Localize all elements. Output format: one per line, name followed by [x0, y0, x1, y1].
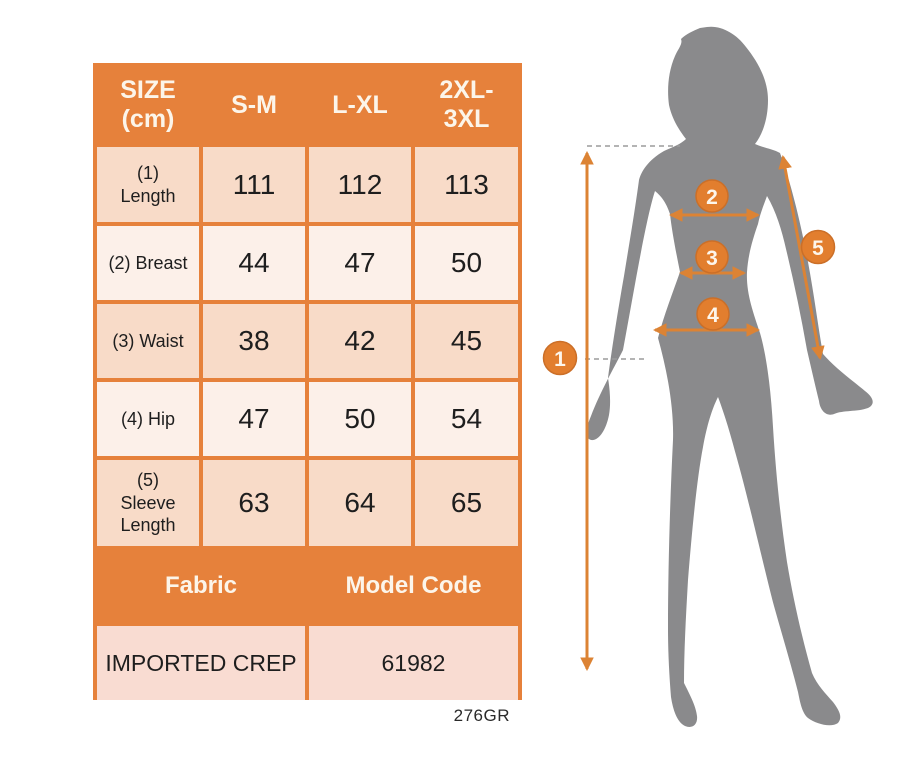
model-code-value: 61982 [309, 626, 518, 700]
value-waist-sm: 38 [203, 304, 305, 378]
value-waist-2xl3xl: 45 [415, 304, 518, 378]
value-hip-sm: 47 [203, 382, 305, 456]
value-length-sm: 111 [203, 147, 305, 222]
header-cell-size: SIZE (cm) [97, 67, 199, 143]
svg-text:2: 2 [706, 186, 718, 209]
value-waist-lxl: 42 [309, 304, 411, 378]
badge-3: 3 [695, 240, 729, 274]
row-label-length: (1) Length [97, 147, 199, 222]
value-length-lxl: 112 [309, 147, 411, 222]
value-sleeve-lxl: 64 [309, 460, 411, 546]
header-cell-2xl3xl: 2XL- 3XL [415, 67, 518, 143]
sleeve-arrow [778, 154, 825, 361]
badge-1: 1 [542, 340, 578, 376]
row-label-breast: (2) Breast [97, 226, 199, 300]
value-breast-sm: 44 [203, 226, 305, 300]
value-breast-lxl: 47 [309, 226, 411, 300]
badge-4: 4 [696, 297, 730, 331]
weight-note: 276GR [453, 706, 510, 725]
row-label-sleeve: (5) Sleeve Length [97, 460, 199, 546]
measurement-figure: 1 2 3 4 5 [542, 26, 873, 727]
header-cell-lxl: L-XL [309, 67, 411, 143]
value-sleeve-2xl3xl: 65 [415, 460, 518, 546]
value-breast-2xl3xl: 50 [415, 226, 518, 300]
model-code-header: Model Code [309, 550, 518, 622]
value-hip-2xl3xl: 54 [415, 382, 518, 456]
svg-text:3: 3 [706, 247, 718, 270]
size-table: SIZE (cm) S-M L-XL 2XL- 3XL (1) Length 1… [93, 63, 522, 700]
value-length-2xl3xl: 113 [415, 147, 518, 222]
value-hip-lxl: 50 [309, 382, 411, 456]
fabric-header: Fabric [97, 550, 305, 622]
svg-text:1: 1 [554, 348, 566, 371]
body-silhouette [586, 26, 873, 727]
badge-2: 2 [695, 179, 729, 213]
value-sleeve-sm: 63 [203, 460, 305, 546]
row-label-waist: (3) Waist [97, 304, 199, 378]
badge-5: 5 [800, 229, 836, 265]
fabric-value: IMPORTED CREP [97, 626, 305, 700]
svg-text:5: 5 [812, 237, 824, 260]
row-label-hip: (4) Hip [97, 382, 199, 456]
svg-text:4: 4 [707, 304, 719, 327]
header-cell-sm: S-M [203, 67, 305, 143]
